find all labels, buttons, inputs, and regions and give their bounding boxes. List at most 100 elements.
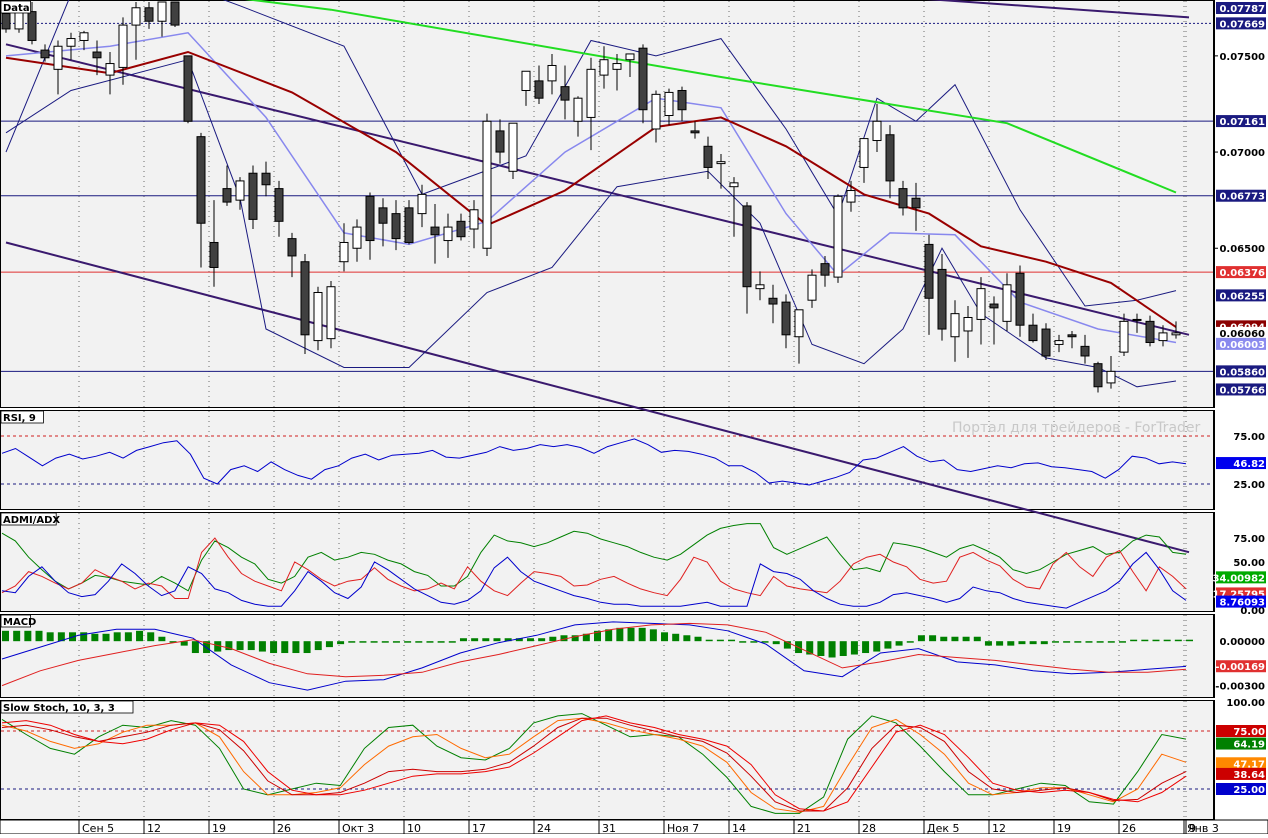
candle-body [157, 1, 167, 22]
macd-bar [716, 639, 724, 642]
candle-body [482, 120, 492, 249]
macd-bar [471, 638, 479, 642]
macd-bar [973, 636, 981, 642]
macd-bar [828, 641, 836, 658]
candle-body [885, 134, 895, 182]
pane-title: ADMI/ADX [3, 515, 60, 526]
macd-bar [638, 627, 646, 642]
macd-bar [247, 641, 255, 651]
macd-bar [225, 641, 233, 651]
adx-line [1, 551, 1187, 609]
price-level-badge: 0.06003 [1219, 340, 1265, 351]
stoch-badge-bg [1216, 783, 1266, 795]
adx-ytick-label: 0.00 [1240, 606, 1265, 617]
date-label: 14 [732, 822, 746, 834]
macd-bar [281, 641, 289, 654]
price-level-badge: 0.07669 [1219, 19, 1265, 30]
macd-bar [158, 636, 166, 642]
pane-border-macd [0, 614, 1214, 698]
candle-body [313, 291, 323, 342]
macd-bar [1186, 639, 1193, 642]
macd-bar [951, 636, 959, 642]
date-label: Дек 5 [927, 822, 960, 834]
macd-bar [337, 641, 345, 645]
axis-labels: 0.07500 0.07000 0.06500 0.07787 0.07669 0.071… [1212, 2, 1266, 796]
macd-bar [873, 641, 881, 652]
candle-body [378, 207, 388, 224]
candle-body [495, 130, 505, 153]
date-label: 9 [1189, 822, 1196, 834]
adx-line [1, 537, 1187, 599]
macd-bar [448, 641, 456, 643]
price-channel-middle [5, 43, 1190, 336]
candle-body [27, 11, 37, 41]
candle-body [690, 130, 700, 134]
rsi-level-label-bg [1216, 478, 1266, 490]
candle-body [716, 161, 726, 165]
candle-body [105, 63, 115, 76]
macd-bar [57, 632, 65, 642]
watermark: Портал для трейдеров - ForTrader [952, 420, 1201, 436]
candle-body [144, 7, 154, 22]
macd-bar [1063, 641, 1071, 643]
stoch-badge: 64.19 [1233, 740, 1265, 751]
macd-bar [1007, 641, 1015, 646]
macd-ytick-label: -0.00300 [1215, 682, 1265, 693]
macd-bar [169, 641, 177, 643]
candle-body [300, 261, 310, 336]
candle-body [612, 63, 622, 70]
price-level-badge: 0.07161 [1219, 117, 1265, 128]
macd-bar [136, 630, 144, 642]
macd-bar [526, 638, 534, 642]
macd-bar [415, 641, 423, 643]
macd-bar [627, 627, 635, 642]
candle-body [508, 122, 518, 172]
candle-body [287, 238, 297, 257]
candle-body [755, 284, 765, 290]
date-label: 12 [147, 822, 161, 834]
candle-body [833, 195, 843, 278]
stoch-badge-bg [1216, 737, 1266, 750]
date-axis: Сен 5 12 19 26 Окт 3 10 17 24 31 Ноя 7 14 21 28 Дек 5… [78, 820, 1219, 835]
adx-line [1, 523, 1187, 592]
date-label: 26 [277, 822, 291, 834]
macd-bar [1130, 639, 1138, 642]
macd-bar [91, 633, 99, 642]
date-label: 24 [537, 822, 551, 834]
candle-body [170, 1, 180, 26]
macd-bar [381, 641, 389, 643]
adx-badge-bg [1216, 571, 1266, 584]
macd-bar [493, 638, 501, 642]
macd-bar [2, 630, 9, 642]
candle-body [430, 226, 440, 236]
price-level-badge-bg [1216, 326, 1266, 339]
macd-bar [191, 641, 199, 654]
macd-line [1, 622, 1187, 687]
rsi-current-badge: 46.82 [1233, 459, 1265, 470]
macd-bar [560, 635, 568, 642]
price-level-badge: 0.06376 [1219, 268, 1265, 279]
price-level-badge: 0.06773 [1219, 192, 1265, 203]
candle-body [1119, 320, 1129, 353]
price-level-badge: 0.06060 [1219, 329, 1265, 340]
date-label: 19 [212, 822, 226, 834]
macd-line [1, 621, 1187, 691]
macd-bar [1029, 641, 1037, 645]
macd-bar [571, 635, 579, 642]
adx-ytick-label: 75.00 [1233, 534, 1265, 545]
macd-bar [649, 629, 657, 642]
stoch-badge: 25.00 [1233, 785, 1265, 796]
macd-bar [24, 630, 32, 642]
candle-body [703, 145, 713, 168]
date-label: 12 [992, 822, 1006, 834]
pane-title-bg [0, 700, 134, 714]
candle-body [625, 53, 635, 61]
candle-body [950, 313, 960, 338]
macd-bar [348, 641, 356, 643]
price-level-badge-bg [1216, 289, 1266, 302]
macd-bar [370, 641, 378, 643]
macd-bar [705, 639, 713, 642]
macd-bar [1096, 641, 1104, 643]
macd-bar [1051, 641, 1059, 643]
